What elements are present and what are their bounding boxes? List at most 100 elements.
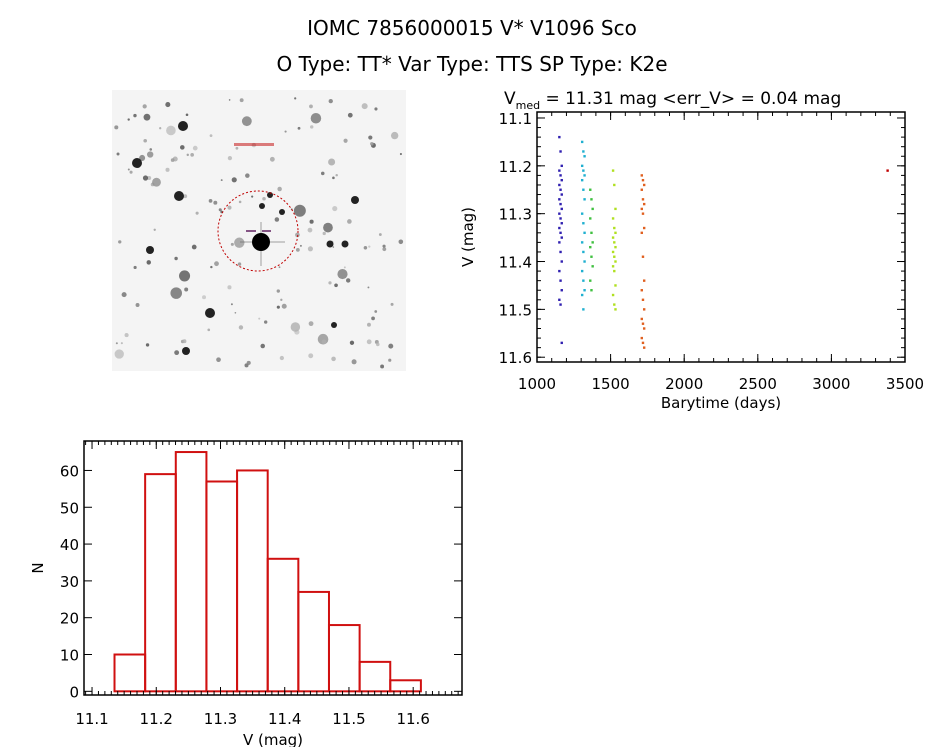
bright-star <box>331 322 337 328</box>
data-point <box>641 178 645 182</box>
bright-star <box>132 158 142 168</box>
star <box>234 237 245 248</box>
star <box>308 321 314 327</box>
star <box>127 118 130 121</box>
star <box>260 343 265 349</box>
star <box>320 171 325 176</box>
data-point <box>614 284 617 287</box>
star <box>115 342 118 345</box>
star <box>295 248 300 252</box>
data-point <box>560 178 563 182</box>
data-point <box>560 236 563 239</box>
star <box>146 260 151 265</box>
star <box>307 246 313 252</box>
star <box>332 246 335 248</box>
target-star <box>252 233 270 251</box>
data-point <box>580 212 584 215</box>
data-point <box>640 317 643 321</box>
star <box>166 125 176 136</box>
star <box>133 265 137 270</box>
data-point <box>559 174 562 177</box>
data-point <box>583 198 586 201</box>
star <box>277 186 282 192</box>
data-point <box>591 241 594 244</box>
star <box>180 145 185 150</box>
histogram-bar <box>174 451 208 693</box>
star <box>276 289 280 293</box>
plot-subtitle: O Type: TT* Var Type: TTS SP Type: K2e <box>276 52 668 76</box>
star <box>207 328 211 332</box>
star <box>367 322 371 327</box>
star <box>293 204 306 217</box>
histogram-bar <box>327 624 361 693</box>
y-axis-label: N <box>29 562 47 573</box>
data-point <box>611 265 615 268</box>
star <box>399 152 402 156</box>
y-tick-label: 11.2 <box>499 158 532 176</box>
data-point <box>582 169 585 172</box>
x-tick-label: 11.2 <box>140 710 173 728</box>
star <box>129 170 133 174</box>
data-point <box>580 241 584 244</box>
data-point <box>559 231 562 235</box>
y-tick-label: 11.5 <box>499 301 532 319</box>
y-tick-label: 0 <box>69 683 79 701</box>
x-tick-label: 11.1 <box>75 710 108 728</box>
data-point <box>591 265 594 268</box>
data-point <box>559 250 562 254</box>
histogram-bar <box>144 473 177 693</box>
star <box>278 266 281 269</box>
star <box>174 350 180 356</box>
star <box>230 242 234 246</box>
star <box>334 283 338 288</box>
star <box>390 302 394 306</box>
x-tick-label: 11.6 <box>396 710 429 728</box>
data-point <box>613 255 616 258</box>
star <box>307 227 313 233</box>
star <box>269 156 275 162</box>
y-tick-label: 11.6 <box>499 349 532 367</box>
data-point <box>641 298 645 301</box>
bright-star <box>182 347 190 355</box>
bright-star <box>205 308 215 318</box>
x-tick-label: 3000 <box>812 375 850 393</box>
star <box>281 303 287 309</box>
star <box>398 239 404 245</box>
data-point <box>642 346 646 349</box>
data-point <box>641 198 645 201</box>
y-tick-label: 30 <box>60 573 79 591</box>
bright-star <box>326 240 334 248</box>
star <box>345 278 351 283</box>
data-point <box>614 231 617 235</box>
star <box>118 240 122 244</box>
star <box>210 265 213 269</box>
star <box>170 158 175 162</box>
star <box>218 208 222 212</box>
star <box>186 153 189 157</box>
star <box>165 167 170 172</box>
star <box>159 127 162 130</box>
star <box>309 219 314 224</box>
histogram-bar <box>266 557 300 693</box>
star <box>331 356 336 362</box>
star <box>191 244 197 250</box>
data-point <box>558 135 561 139</box>
star <box>347 112 353 118</box>
y-tick-label: 20 <box>60 610 79 628</box>
star <box>388 358 392 362</box>
star <box>335 173 338 177</box>
data-point <box>558 183 561 187</box>
data-point <box>613 241 616 244</box>
data-point <box>589 279 592 282</box>
star <box>238 200 242 204</box>
star <box>133 113 137 118</box>
star <box>227 155 233 161</box>
star <box>368 135 373 140</box>
title-v: V <box>504 89 516 109</box>
star <box>143 113 151 121</box>
x-tick-label: 3500 <box>886 375 924 393</box>
star <box>368 245 371 248</box>
star <box>297 126 301 130</box>
data-point <box>640 207 643 211</box>
